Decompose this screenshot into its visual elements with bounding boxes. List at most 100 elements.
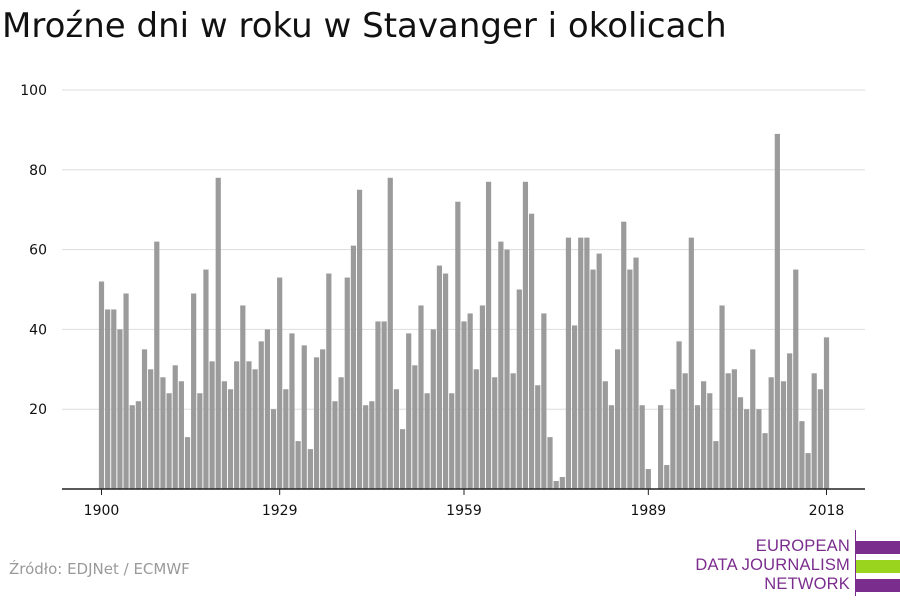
bar-1972 (541, 313, 547, 489)
y-tick-label: 60 (29, 243, 47, 259)
y-tick-label: 100 (20, 83, 47, 99)
bar-1985 (621, 221, 627, 490)
bar-1944 (369, 401, 375, 489)
bar-1910 (160, 377, 166, 489)
bar-1931 (289, 333, 295, 489)
bar-1918 (209, 361, 215, 489)
bar-2015 (805, 453, 811, 489)
bar-1983 (608, 405, 615, 489)
bar-1902 (111, 309, 117, 489)
bar-1904 (123, 293, 129, 489)
bar-1960 (467, 313, 473, 489)
bar-2006 (750, 349, 756, 489)
bar-2002 (725, 373, 731, 489)
bar-1957 (449, 393, 455, 489)
bar-1929 (277, 277, 283, 489)
bar-1951 (412, 365, 418, 489)
bar-1967 (510, 373, 516, 489)
bar-1917 (203, 269, 209, 489)
x-tick-label: 1900 (84, 503, 120, 519)
bar-1907 (141, 349, 148, 489)
bar-2001 (719, 305, 725, 489)
bar-1922 (234, 361, 240, 489)
logo-line-3: NETWORK (764, 575, 850, 593)
bar-1940 (344, 277, 350, 489)
bar-1955 (436, 265, 443, 489)
bar-2003 (731, 369, 737, 489)
bar-2005 (744, 409, 750, 489)
y-tick-label: 20 (29, 402, 47, 418)
bar-2013 (793, 269, 799, 489)
bar-1919 (215, 177, 221, 489)
bar-1961 (473, 369, 479, 489)
bar-1958 (455, 201, 461, 489)
bar-1994 (676, 341, 682, 489)
bar-1930 (283, 389, 289, 489)
bar-1977 (571, 325, 578, 489)
bar-1924 (246, 361, 252, 489)
bar-1911 (166, 393, 172, 489)
bar-1948 (393, 389, 400, 489)
bar-1959 (461, 321, 467, 489)
bar-1982 (602, 381, 608, 489)
bar-1946 (381, 321, 387, 489)
bar-1988 (639, 405, 645, 489)
x-tick-label: 1959 (446, 503, 482, 519)
bar-1996 (688, 237, 694, 489)
bar-1979 (584, 237, 590, 489)
bar-1997 (694, 405, 701, 489)
bar-1945 (375, 321, 381, 489)
bar-1954 (430, 329, 436, 489)
bar-1913 (178, 381, 184, 489)
bar-1942 (356, 189, 363, 489)
bar-1923 (240, 305, 246, 489)
bar-1999 (707, 393, 713, 489)
bar-1921 (227, 389, 234, 489)
bar-2007 (756, 409, 762, 489)
bar-1927 (264, 329, 270, 489)
bar-1968 (516, 289, 522, 489)
logo-line-2: DATA JOURNALISM (695, 556, 850, 574)
bar-1916 (197, 393, 203, 489)
bar-2014 (799, 421, 805, 489)
bar-1901 (105, 309, 111, 489)
logo-bar-1 (856, 541, 900, 554)
bar-1998 (701, 381, 707, 489)
bar-1973 (547, 437, 553, 489)
bar-1938 (332, 401, 338, 489)
bar-1952 (418, 305, 424, 489)
bar-1933 (301, 345, 307, 489)
bar-1991 (658, 405, 664, 489)
bar-1914 (184, 437, 191, 489)
bar-2010 (774, 133, 780, 489)
bar-1987 (633, 257, 639, 489)
bar-1947 (387, 177, 393, 489)
x-axis: 1900 1929 1959 1989 2018 (62, 488, 865, 519)
chart-title: Mroźne dni w roku w Stavanger i okolicac… (2, 6, 727, 46)
bar-1915 (191, 293, 197, 489)
x-tick-label: 1989 (631, 503, 667, 519)
bar-1934 (307, 449, 313, 489)
bar-1976 (565, 237, 572, 489)
bar-1969 (522, 181, 529, 489)
bar-2018 (823, 337, 830, 489)
logo-bar-3 (856, 579, 900, 592)
bar-1943 (363, 405, 369, 489)
bar-1928 (270, 409, 277, 489)
x-tick-label: 2018 (809, 503, 845, 519)
bar-1950 (406, 333, 412, 489)
bar-1953 (424, 393, 430, 489)
bar-1995 (682, 373, 688, 489)
bar-2008 (762, 433, 768, 489)
bar-2017 (817, 389, 823, 489)
bar-1974 (553, 481, 559, 489)
bar-1963 (485, 181, 492, 489)
bar-1935 (313, 357, 320, 489)
bar-1992 (664, 465, 670, 489)
bar-1936 (320, 349, 326, 489)
bar-1956 (442, 273, 449, 489)
bar-2009 (768, 377, 774, 489)
logo-divider (855, 530, 856, 596)
bar-1925 (252, 369, 258, 489)
bar-1965 (498, 241, 504, 489)
